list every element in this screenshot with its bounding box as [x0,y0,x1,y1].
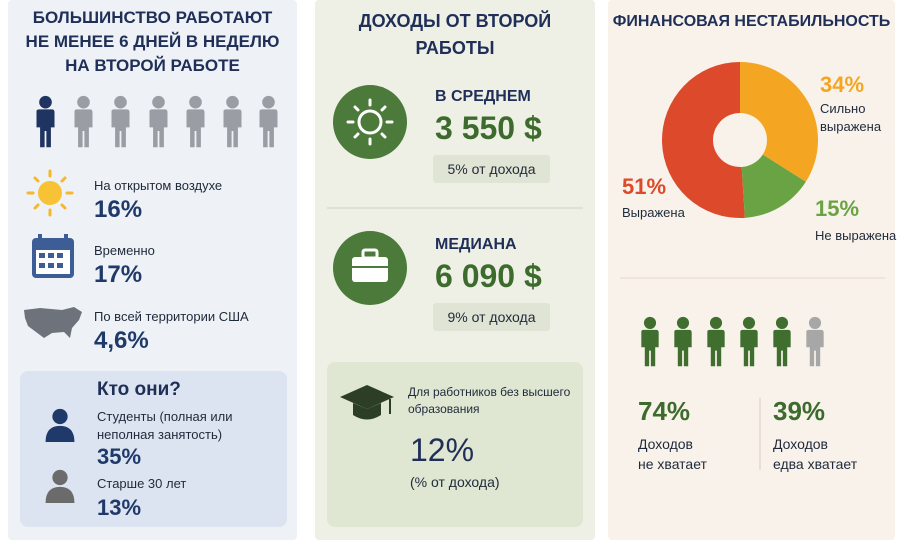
slice-value-label: 34% [820,72,865,97]
edu-note: (% от дохода) [410,474,500,490]
title-line: НА ВТОРОЙ РАБОТЕ [65,56,240,75]
left-icons [20,95,287,527]
pie-slice [741,154,806,218]
edu-value: 12% [410,432,475,468]
panel-title: ДОХОДЫ ОТ ВТОРОЙ РАБОТЫ [315,8,595,62]
pie-slice [662,62,745,218]
label-line: Доходов [773,436,828,452]
title-line: НЕ МЕНЕЕ 6 ДНЕЙ В НЕДЕЛЮ [25,32,280,51]
middle-icons [327,85,583,527]
edu-label: Для работников без высшего образования [408,384,570,418]
slice-value-label: 51% [622,174,667,199]
stat-label: Доходов не хватает [638,434,707,474]
card-label: МЕДИАНА [435,236,517,253]
title-line: БОЛЬШИНСТВО РАБОТАЮТ [32,8,273,27]
slice-label: Сильно выражена [820,101,882,134]
card-share: 9% от дохода [447,309,536,325]
title-line: ДОХОДЫ ОТ ВТОРОЙ [358,11,552,31]
card-label: В СРЕДНЕМ [435,88,531,105]
card-amount: 6 090 $ [435,258,542,294]
box-title: Кто они? [97,379,181,400]
slice-label: Не выражена [815,228,897,243]
stat-label: Доходов едва хватает [773,434,857,474]
slice-value-label: 15% [815,196,860,221]
who-label: Студенты (полная или неполная занятость) [97,408,233,444]
panel-title: БОЛЬШИНСТВО РАБОТАЮТ НЕ МЕНЕЕ 6 ДНЕЙ В Н… [8,6,297,78]
label-line: образования [408,402,480,416]
pie-slice [740,62,819,182]
stat-label: Временно [94,243,155,258]
panel-title: ФИНАНСОВАЯ НЕСТАБИЛЬНОСТЬ [612,13,891,30]
card-share: 5% от дохода [447,161,536,177]
stat-value: 39% [773,396,826,426]
label-line: едва хватает [773,456,858,472]
stat-value: 16% [94,196,143,223]
stat-value: 74% [638,396,691,426]
label-line: не хватает [638,456,707,472]
label-line: Доходов [638,436,693,452]
label-line: Для работников без высшего [408,385,571,399]
stat-label: По всей территории США [94,309,249,324]
who-value: 35% [97,444,142,469]
who-value: 13% [97,495,142,520]
label-line: неполная занятость) [97,427,223,442]
card-amount: 3 550 $ [435,110,542,146]
slice-label: Выражена [622,205,685,220]
label-line: Студенты (полная или [97,409,233,424]
stat-value: 4,6% [94,327,149,354]
title-line: РАБОТЫ [415,38,495,58]
stat-value: 17% [94,261,143,288]
who-label: Старше 30 лет [97,476,187,491]
stat-label: На открытом воздухе [94,178,223,193]
